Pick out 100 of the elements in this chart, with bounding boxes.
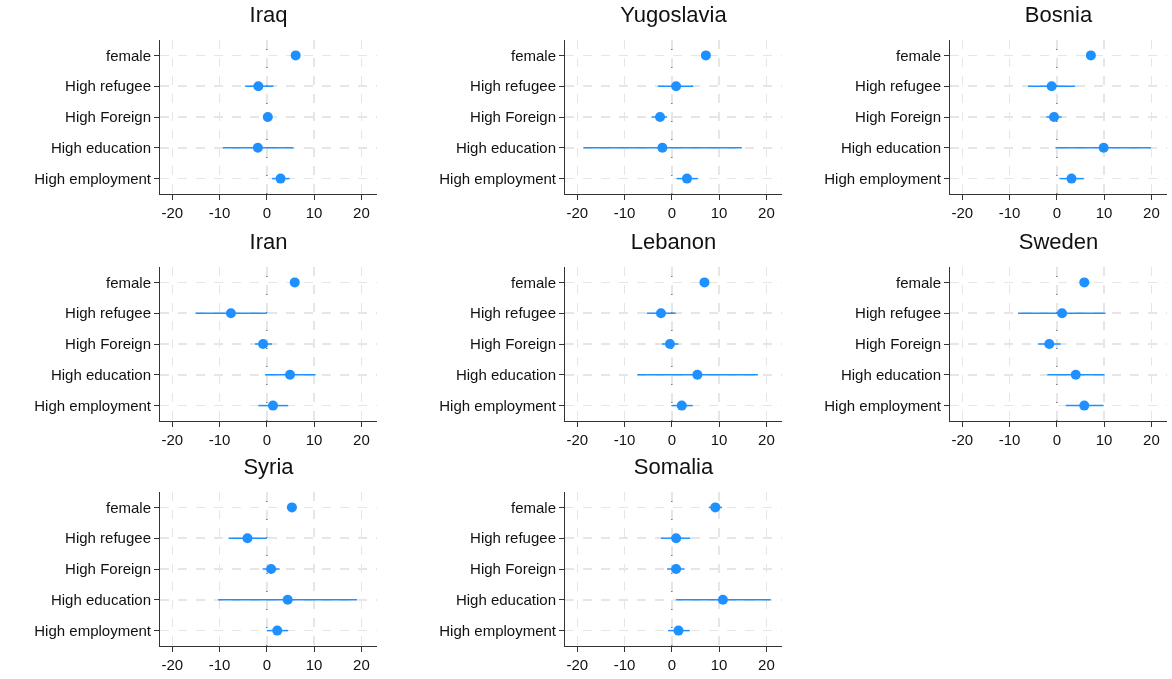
y-tick-label: High refugee xyxy=(470,529,556,547)
point xyxy=(671,564,682,574)
point xyxy=(717,594,728,605)
point xyxy=(1057,308,1068,319)
y-tick-label: High education xyxy=(455,139,556,157)
x-tick-label: -20 xyxy=(161,656,184,673)
y-tick-label: female xyxy=(105,498,151,516)
x-tick-label: -10 xyxy=(998,431,1021,448)
point xyxy=(272,625,283,636)
y-tick-label: High refugee xyxy=(65,529,151,547)
y-tick-label: High education xyxy=(840,139,941,157)
point xyxy=(252,142,263,153)
y-tick-label: High Foreign xyxy=(65,108,151,126)
x-tick-label: 0 xyxy=(262,656,272,673)
x-tick-label: -10 xyxy=(208,656,231,673)
point xyxy=(692,369,703,380)
x-tick-label: -20 xyxy=(951,431,974,448)
x-tick-label: 0 xyxy=(1052,204,1062,221)
x-tick-label: 20 xyxy=(1143,204,1160,221)
x-tick-label: 20 xyxy=(758,656,775,673)
point xyxy=(286,502,297,513)
y-tick-label: High education xyxy=(50,366,151,384)
x-tick-label: -20 xyxy=(161,204,184,221)
x-tick-label: -10 xyxy=(613,656,636,673)
point xyxy=(258,339,269,349)
x-tick-label: -20 xyxy=(566,431,589,448)
x-tick-label: 0 xyxy=(667,431,677,448)
point xyxy=(664,339,675,349)
point xyxy=(1044,339,1055,349)
y-tick-label: female xyxy=(895,273,941,291)
x-tick-label: 20 xyxy=(353,204,370,221)
y-tick-label: High refugee xyxy=(65,304,151,322)
x-tick-label: 10 xyxy=(305,656,323,673)
y-tick-label: High refugee xyxy=(470,304,556,322)
y-tick-label: High employment xyxy=(439,621,557,639)
y-tick-label: female xyxy=(105,46,151,64)
x-tick-label: 0 xyxy=(667,656,677,673)
chart-title: Syria xyxy=(243,454,295,480)
y-tick-label: High Foreign xyxy=(470,560,556,578)
point xyxy=(253,81,264,92)
x-tick-label: -20 xyxy=(566,656,589,673)
point xyxy=(699,277,710,288)
x-tick-label: -10 xyxy=(613,431,636,448)
point xyxy=(700,50,711,61)
point xyxy=(681,173,692,184)
x-tick-label: 10 xyxy=(1095,431,1113,448)
x-tick-label: -10 xyxy=(613,204,636,221)
point xyxy=(676,400,687,411)
x-tick-label: -20 xyxy=(161,431,184,448)
y-tick-label: High employment xyxy=(824,169,942,187)
y-tick-label: High refugee xyxy=(855,304,941,322)
point xyxy=(1079,400,1090,411)
y-tick-label: High refugee xyxy=(855,77,941,95)
x-tick-label: 0 xyxy=(262,204,272,221)
chart-title: Somalia xyxy=(633,454,714,480)
y-tick-label: High Foreign xyxy=(470,335,556,353)
y-tick-label: High education xyxy=(455,591,556,609)
y-tick-label: High education xyxy=(455,366,556,384)
y-tick-label: female xyxy=(895,46,941,64)
point xyxy=(266,564,277,574)
point xyxy=(282,594,293,605)
y-tick-label: High refugee xyxy=(65,77,151,95)
point xyxy=(225,308,236,319)
point xyxy=(710,502,721,513)
y-tick-label: High Foreign xyxy=(65,560,151,578)
point xyxy=(275,173,286,184)
y-tick-label: High employment xyxy=(34,169,152,187)
point xyxy=(673,625,684,636)
y-tick-label: High employment xyxy=(34,621,152,639)
y-tick-label: High education xyxy=(50,591,151,609)
x-tick-label: -10 xyxy=(208,431,231,448)
y-tick-label: High education xyxy=(50,139,151,157)
chart-title: Bosnia xyxy=(1024,2,1093,28)
chart-title: Lebanon xyxy=(630,229,717,255)
point xyxy=(1070,369,1081,380)
x-tick-label: 0 xyxy=(262,431,272,448)
point xyxy=(655,112,666,122)
y-tick-label: High employment xyxy=(439,396,557,414)
point xyxy=(657,142,668,153)
y-tick-label: High employment xyxy=(824,396,942,414)
x-tick-label: 10 xyxy=(1095,204,1113,221)
chart-title: Iraq xyxy=(249,2,288,28)
chart-title: Yugoslavia xyxy=(620,2,728,28)
point xyxy=(285,369,296,380)
x-tick-label: 0 xyxy=(667,204,677,221)
point xyxy=(290,50,301,61)
point xyxy=(289,277,300,288)
x-tick-label: 20 xyxy=(1143,431,1160,448)
x-tick-label: 10 xyxy=(710,431,728,448)
point xyxy=(267,400,278,411)
y-tick-label: High refugee xyxy=(470,77,556,95)
point xyxy=(671,533,682,544)
point xyxy=(262,112,273,122)
y-tick-label: female xyxy=(105,273,151,291)
x-tick-label: -20 xyxy=(951,204,974,221)
chart-title: Sweden xyxy=(1018,229,1099,255)
x-tick-label: 10 xyxy=(710,204,728,221)
x-tick-label: 10 xyxy=(710,656,728,673)
y-tick-label: female xyxy=(510,273,556,291)
x-tick-label: 10 xyxy=(305,431,323,448)
